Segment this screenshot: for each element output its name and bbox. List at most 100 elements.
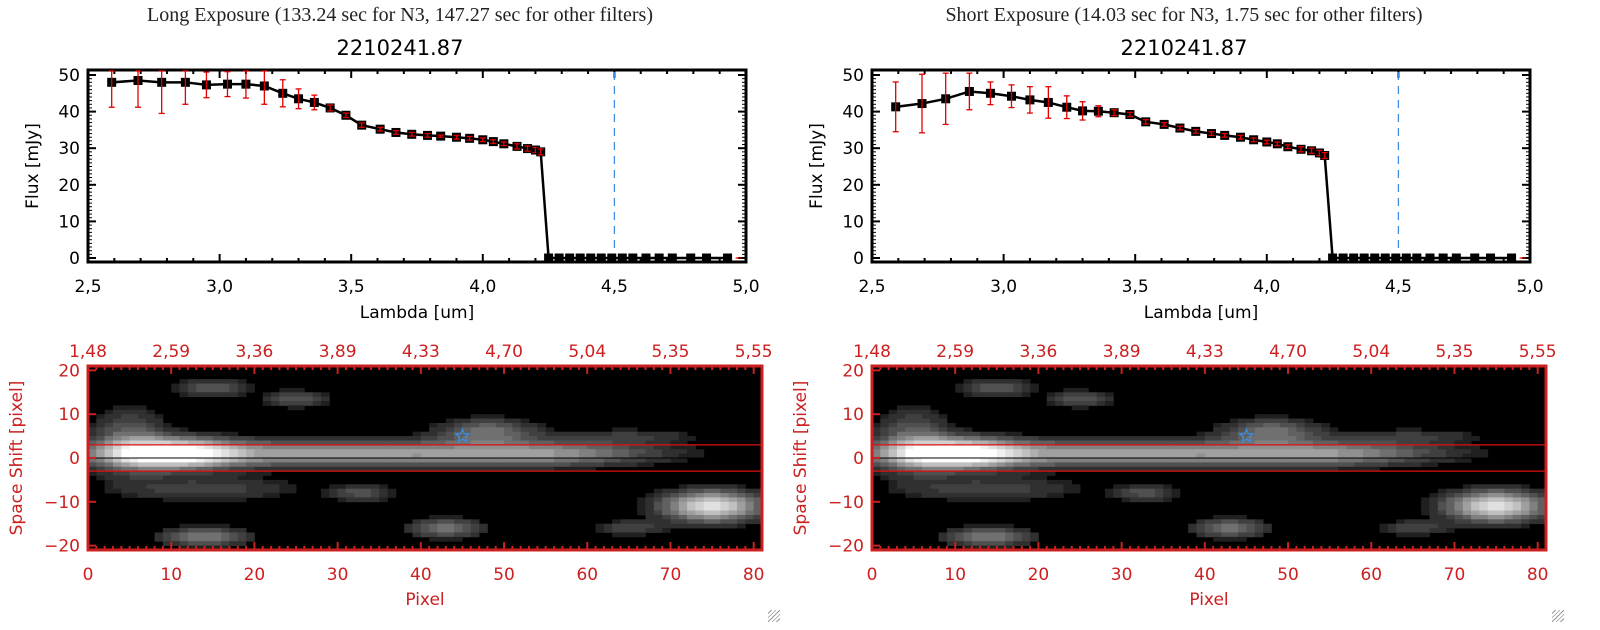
image-pixel (88, 453, 97, 459)
image-pixel (662, 453, 671, 459)
image-pixel (1412, 523, 1422, 529)
image-pixel (1271, 453, 1281, 459)
image-pixel (963, 387, 973, 393)
image-pixel (179, 431, 189, 437)
image-pixel (445, 427, 455, 433)
image-pixel (1221, 519, 1231, 525)
image-pixel (1246, 427, 1256, 433)
image-pixel (121, 405, 131, 411)
image-pixel (487, 436, 497, 441)
image-pixel (913, 466, 923, 472)
image-pixel (271, 401, 280, 406)
resize-grip-icon[interactable] (768, 610, 780, 622)
image-pixel (495, 458, 505, 463)
image-pixel (1313, 466, 1322, 472)
image-pixel (370, 466, 380, 472)
image-pixel (221, 440, 230, 446)
image-pixel (612, 532, 621, 538)
resize-grip-icon[interactable] (1552, 610, 1564, 622)
image-pixel (703, 501, 713, 507)
image-pixel (229, 444, 239, 450)
image-pixel (1362, 458, 1372, 463)
image-pixel (687, 506, 696, 511)
image-pixel (246, 458, 255, 463)
image-pixel (1437, 514, 1447, 520)
image-pixel (1005, 379, 1014, 384)
image-pixel (1005, 440, 1014, 446)
image-pixel (687, 484, 696, 490)
image-pixel (187, 528, 197, 533)
image-pixel (1063, 436, 1073, 441)
image-pixel (1429, 462, 1439, 468)
image-pixel (971, 436, 981, 441)
image-pixel (495, 436, 505, 441)
image-pixel (1088, 396, 1098, 402)
y-tick-label: −20 (44, 537, 80, 557)
image-pixel (955, 449, 964, 455)
image-pixel (512, 449, 522, 455)
data-point (1391, 253, 1401, 263)
image-pixel (1213, 458, 1222, 463)
image-pixel (1013, 431, 1023, 437)
image-pixel (1104, 493, 1114, 498)
image-pixel (354, 453, 363, 459)
image-pixel (271, 479, 280, 485)
y-tick-label: 20 (842, 176, 864, 196)
image-pixel (212, 444, 222, 450)
image-pixel (1263, 444, 1272, 450)
image-pixel (504, 431, 513, 437)
image-pixel (1387, 523, 1397, 529)
image-pixel (529, 462, 538, 468)
image-pixel (221, 545, 230, 551)
image-pixel (162, 541, 172, 547)
image-pixel (121, 440, 131, 446)
x-tick-label: 30 (1111, 565, 1133, 585)
image-pixel (1113, 458, 1123, 463)
image-pixel (387, 466, 397, 472)
image-pixel (1379, 458, 1389, 463)
image-pixel (637, 523, 646, 529)
image-pixel (1246, 528, 1256, 533)
image-pixel (880, 466, 890, 472)
image-pixel (146, 449, 155, 455)
data-point (667, 253, 677, 263)
image-pixel (379, 484, 388, 490)
image-pixel (553, 453, 563, 459)
image-pixel (905, 453, 915, 459)
image-pixel (420, 458, 430, 463)
image-pixel (246, 484, 255, 490)
image-pixel (529, 449, 538, 455)
image-pixel (162, 444, 172, 450)
image-pixel (462, 449, 472, 455)
image-pixel (570, 449, 580, 455)
image-pixel (1271, 436, 1281, 441)
image-pixel (896, 440, 906, 446)
image-pixel (570, 431, 580, 437)
image-pixel (379, 440, 388, 446)
image-pixel (913, 405, 923, 411)
image-pixel (545, 436, 555, 441)
image-pixel (1321, 449, 1331, 455)
image-pixel (662, 514, 671, 520)
image-pixel (1229, 466, 1239, 472)
y-axis-label: Space Shift [pixel] (7, 381, 27, 536)
image-pixel (495, 440, 505, 446)
image-pixel (1329, 453, 1339, 459)
image-pixel (1421, 506, 1430, 511)
image-pixel (362, 453, 372, 459)
image-pixel (1088, 462, 1098, 468)
y-tick-label: 0 (853, 249, 864, 269)
image-pixel (529, 427, 538, 433)
image-pixel (896, 453, 906, 459)
image-pixel (720, 493, 730, 498)
image-pixel (645, 444, 655, 450)
image-pixel (1437, 501, 1447, 507)
image-pixel (695, 501, 705, 507)
image-pixel (637, 501, 646, 507)
image-pixel (320, 462, 330, 468)
image-pixel (905, 493, 915, 498)
image-pixel (1071, 488, 1081, 494)
image-pixel (896, 436, 906, 441)
image-pixel (1046, 479, 1056, 485)
image-pixel (379, 493, 388, 498)
